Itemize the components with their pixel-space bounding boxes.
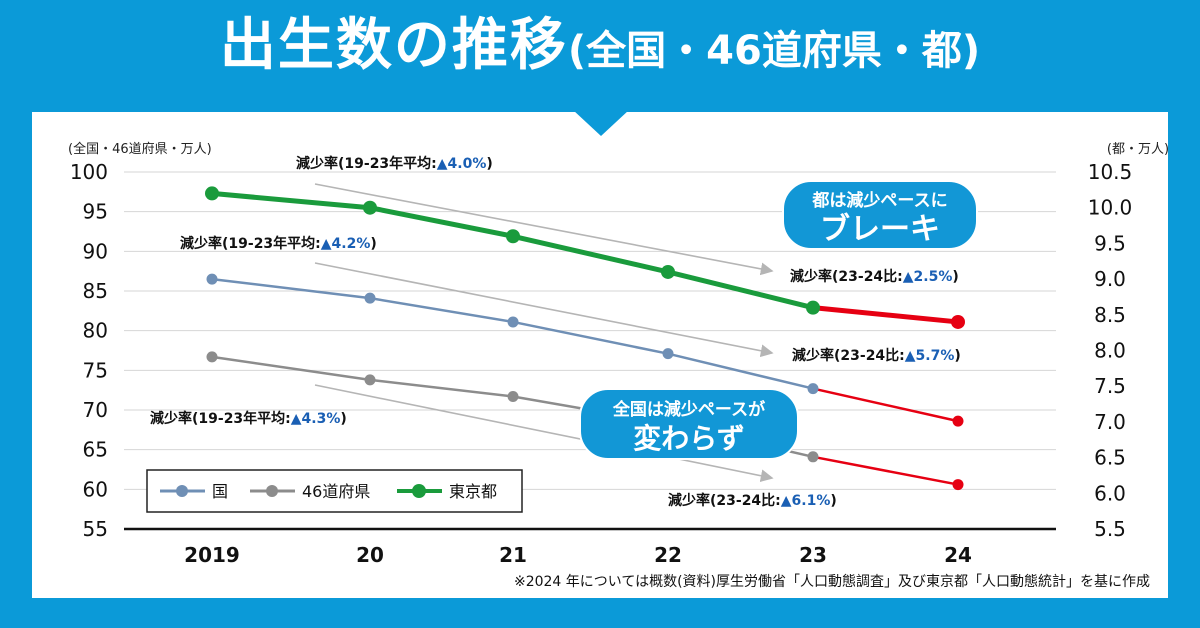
y-right-tick-label: 5.5: [1094, 517, 1126, 541]
y-left-tick-label: 100: [70, 160, 108, 184]
y-right-tick-label: 6.0: [1094, 481, 1126, 505]
legend-item-tokyo: 東京都: [397, 482, 497, 501]
series-point-0-4: [807, 383, 819, 395]
y-left-tick-label: 80: [83, 319, 108, 343]
chart-title: 出生数の推移(全国・46道府県・都): [0, 14, 1200, 83]
footnote: ※2024 年については概数(資料)厚生労働省「人口動態調査」及び東京都「人口動…: [514, 573, 1150, 590]
y-left-tick-label: 90: [83, 239, 108, 263]
y-left-tick-label: 70: [83, 398, 108, 422]
annotation-46pref-avg: 減少率(19-23年平均:▲4.3%): [150, 410, 347, 427]
chart-title-sub: (全国・46道府県・都): [567, 28, 981, 74]
y-right-tick-label: 7.0: [1094, 410, 1126, 434]
callout-tokyo-line1: 都は減少ペースに: [811, 190, 947, 211]
annotation-national-yoy: 減少率(23-24比:▲5.7%): [792, 347, 961, 364]
y-right-tick-label: 9.5: [1094, 231, 1126, 255]
y-right-tick-label: 8.5: [1094, 303, 1126, 327]
series-line-0: [211, 277, 814, 390]
annotation-46pref-yoy: 減少率(23-24比:▲6.1%): [668, 492, 837, 509]
legend-item-46pref: 46道府県: [250, 482, 370, 501]
chart-title-main: 出生数の推移: [219, 13, 568, 78]
series-point-2-0: [205, 186, 219, 201]
y-left-tick-label: 60: [83, 477, 108, 501]
annotation-national-avg: 減少率(19-23年平均:▲4.2%): [180, 235, 377, 252]
x-tick-label: 2019: [184, 543, 240, 567]
callout-national: 全国は減少ペースが 変わらず: [579, 388, 799, 460]
legend-item-national: 国: [160, 482, 228, 501]
title-pointer: [573, 110, 629, 136]
series-point-0-0: [206, 273, 218, 285]
annotation-tokyo-avg: 減少率(19-23年平均:▲4.0%): [296, 155, 493, 172]
series-line-2024-0: [812, 387, 959, 423]
x-categories: 2019 20 21 22 23 24: [184, 543, 972, 567]
callout-national-line2: 変わらず: [633, 422, 744, 455]
y-right-tick-label: 10.0: [1088, 196, 1133, 220]
right-axis-label: (都・万人): [1107, 142, 1169, 157]
legend-label-tokyo: 東京都: [449, 482, 497, 501]
series-0: [206, 273, 964, 427]
x-tick-label: 22: [654, 543, 682, 567]
x-tick-label: 21: [499, 543, 527, 567]
series-point-2-1: [363, 200, 377, 215]
annotation-tokyo-yoy: 減少率(23-24比:▲2.5%): [790, 268, 959, 285]
arrow-tokyo: [314, 183, 774, 276]
arrow-46pref: [314, 384, 774, 483]
arrow-national: [314, 262, 774, 358]
series-point-1-4: [807, 451, 819, 463]
callout-tokyo-line2: ブレーキ: [820, 212, 940, 247]
y-left-tick-label: 85: [83, 279, 108, 303]
series-point-2-2: [506, 229, 520, 244]
x-tick-label: 20: [356, 543, 384, 567]
series-point-0-3: [662, 348, 674, 360]
y-right-tick-label: 8.0: [1094, 339, 1126, 363]
y-left-tick-label: 75: [83, 358, 108, 382]
left-ticks: 100 95 90 85 80 75 70 65 60 55: [70, 160, 108, 541]
legend: 国 46道府県 東京都: [146, 469, 523, 513]
series-point-0-2: [507, 316, 519, 328]
callout-tokyo: 都は減少ペースに ブレーキ: [782, 180, 978, 250]
series-2: [205, 186, 965, 329]
y-right-tick-label: 10.5: [1088, 160, 1133, 184]
series-point-1-2: [507, 391, 519, 403]
series-point-0-1: [364, 292, 376, 304]
series-line-2024-1: [812, 455, 959, 486]
y-left-tick-label: 55: [83, 517, 108, 541]
annotation-arrows: [314, 183, 774, 483]
series-point-1-1: [364, 374, 376, 386]
series-point-2-5: [951, 314, 965, 329]
callout-national-line1: 全国は減少ペースが: [612, 399, 765, 420]
series-point-1-0: [206, 351, 218, 363]
y-left-tick-label: 95: [83, 200, 108, 224]
series-line-2024-2: [812, 305, 959, 325]
left-axis-label: (全国・46道府県・万人): [68, 141, 212, 157]
legend-label-46pref: 46道府県: [302, 482, 370, 501]
right-ticks: 10.5 10.0 9.5 9.0 8.5 8.0 7.5 7.0 6.5 6.0 5.5: [1088, 160, 1133, 541]
series-point-0-5: [952, 415, 964, 427]
series-point-2-3: [661, 264, 675, 279]
y-left-tick-label: 65: [83, 438, 108, 462]
legend-label-national: 国: [212, 482, 228, 501]
y-right-tick-label: 7.5: [1094, 374, 1126, 398]
y-right-tick-label: 9.0: [1094, 267, 1126, 291]
series-point-2-4: [806, 300, 820, 315]
x-tick-label: 24: [944, 543, 972, 567]
y-right-tick-label: 6.5: [1094, 446, 1126, 470]
x-tick-label: 23: [799, 543, 827, 567]
series-point-1-5: [952, 479, 964, 491]
